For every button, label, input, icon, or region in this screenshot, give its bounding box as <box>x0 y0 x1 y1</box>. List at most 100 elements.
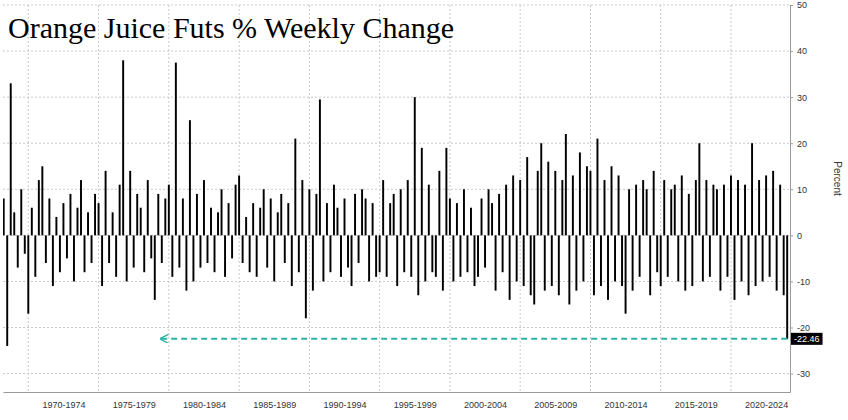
bar <box>185 235 187 290</box>
bar <box>203 180 205 235</box>
bar <box>653 171 655 236</box>
grid-line-y <box>3 143 790 144</box>
y-tick: -20 <box>790 323 810 333</box>
x-tick: 2005-2009 <box>534 392 577 410</box>
bar <box>112 212 114 235</box>
bar <box>779 185 781 236</box>
bar <box>87 212 89 235</box>
bar <box>157 194 159 235</box>
bar <box>154 235 156 300</box>
bar <box>10 83 12 235</box>
bar <box>379 235 381 272</box>
bar <box>596 139 598 236</box>
bar <box>224 235 226 276</box>
bar <box>287 203 289 235</box>
bar <box>526 157 528 235</box>
annotation-arrow <box>160 338 787 340</box>
bar <box>386 235 388 276</box>
bar <box>512 175 514 235</box>
bar <box>91 235 93 263</box>
bars <box>3 60 788 346</box>
bar <box>572 175 574 235</box>
bar <box>175 63 177 236</box>
bar <box>755 235 757 286</box>
bar <box>741 235 743 281</box>
bar <box>319 99 321 235</box>
y-tick-label: 50 <box>797 0 807 10</box>
x-tick-label: 1980-1984 <box>183 400 226 410</box>
bar <box>463 189 465 235</box>
bar <box>45 235 47 263</box>
x-tick: 1975-1979 <box>113 392 156 410</box>
bar <box>52 235 54 286</box>
bar <box>396 235 398 286</box>
y-tick-mark <box>790 235 793 236</box>
y-tick-mark <box>790 97 793 98</box>
bar <box>192 235 194 281</box>
bar <box>421 148 423 236</box>
bar <box>649 235 651 295</box>
y-tick-mark <box>790 51 793 52</box>
background <box>0 0 848 420</box>
bar <box>393 194 395 235</box>
bar <box>256 235 258 276</box>
bar <box>27 235 29 313</box>
bar <box>94 194 96 235</box>
grid-line-x <box>379 5 380 392</box>
bar <box>417 235 419 295</box>
x-tick-label: 2020-2024 <box>745 400 788 410</box>
y-axis-title: Percent <box>832 161 843 196</box>
annotation-label: -22.46 <box>791 333 823 345</box>
bar <box>712 185 714 236</box>
y-tick: 50 <box>790 0 807 10</box>
bar <box>467 235 469 272</box>
bar <box>182 199 184 236</box>
bar <box>575 235 577 290</box>
bar <box>333 185 335 236</box>
bar <box>589 171 591 236</box>
y-tick-label: -10 <box>797 277 810 287</box>
bar <box>551 235 553 286</box>
y-tick-label: -20 <box>797 323 810 333</box>
bar <box>491 203 493 235</box>
bar <box>126 235 128 281</box>
bar <box>734 235 736 300</box>
bar <box>776 235 778 290</box>
bar <box>368 235 370 281</box>
bar <box>375 235 377 276</box>
y-tick-mark <box>790 143 793 144</box>
bar <box>442 235 444 290</box>
bar <box>59 235 61 272</box>
grid-line-x <box>520 5 521 392</box>
bar <box>751 143 753 235</box>
bar <box>6 235 8 346</box>
bar <box>242 235 244 263</box>
grid-line-x <box>28 5 29 392</box>
bar <box>438 171 440 236</box>
bar <box>428 185 430 236</box>
bar <box>533 235 535 304</box>
title: Orange Juice Futs % Weekly Change <box>8 11 454 44</box>
bar <box>445 148 447 236</box>
bar <box>340 235 342 276</box>
y-tick: -30 <box>790 369 810 379</box>
bar <box>48 199 50 236</box>
bar <box>621 235 623 286</box>
bar <box>252 203 254 235</box>
bar <box>347 235 349 267</box>
bar <box>519 180 521 235</box>
bar <box>305 235 307 318</box>
bar <box>98 203 100 235</box>
bar <box>407 180 409 235</box>
bar <box>34 235 36 276</box>
bar <box>361 189 363 235</box>
x-tick: 2020-2024 <box>745 392 788 410</box>
bar <box>639 235 641 276</box>
bar <box>80 180 82 235</box>
x-tick-label: 2015-2019 <box>675 400 718 410</box>
bar <box>762 235 764 281</box>
bar <box>326 203 328 235</box>
bar <box>628 189 630 235</box>
bar <box>695 180 697 235</box>
bar <box>635 185 637 236</box>
